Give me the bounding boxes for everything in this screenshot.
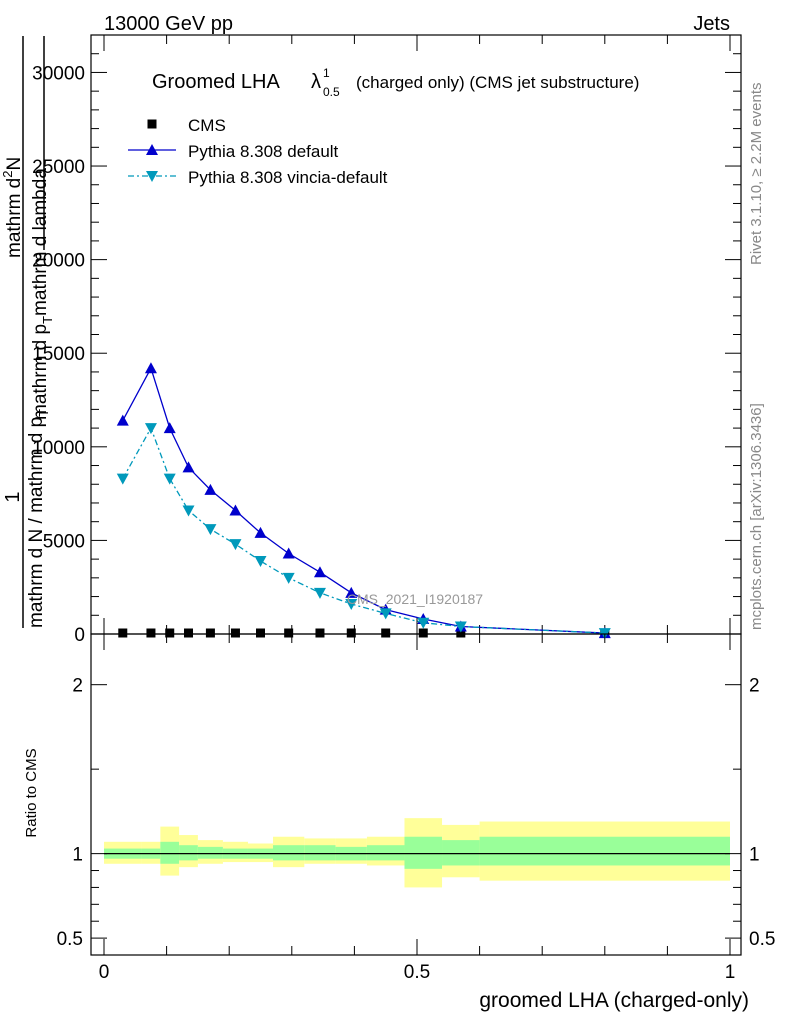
- data-point: [165, 628, 175, 638]
- x-tick-label: 1: [725, 962, 736, 983]
- legend-item: Pythia 8.308 vincia-default: [128, 168, 388, 187]
- legend-marker: [147, 119, 157, 129]
- data-point: [345, 599, 358, 611]
- ratio-y-tick-label: 1: [72, 845, 83, 866]
- ratio-inner-band: [273, 845, 305, 861]
- title-lambda: λ: [311, 71, 321, 93]
- analysis-watermark: CMS_2021_I1920187: [347, 591, 483, 607]
- ratio-inner-band: [404, 836, 443, 869]
- data-point: [313, 587, 326, 599]
- ratio-y-tick-label-right: 0.5: [749, 929, 775, 950]
- data-point: [454, 621, 467, 633]
- ratio-inner-band: [366, 845, 405, 861]
- data-point: [144, 423, 157, 435]
- data-point: [313, 566, 326, 578]
- data-point: [163, 422, 176, 434]
- ratio-inner-band: [197, 846, 223, 859]
- data-point: [204, 524, 217, 536]
- data-point: [144, 362, 157, 374]
- data-point: [229, 504, 242, 516]
- data-point: [146, 628, 156, 638]
- data-point: [163, 473, 176, 485]
- ratio-y-tick-label: 2: [72, 676, 83, 697]
- legend-item: Pythia 8.308 default: [128, 142, 339, 161]
- ratio-inner-band: [160, 841, 180, 864]
- data-point: [417, 617, 430, 629]
- x-axis-label: groomed LHA (charged-only): [479, 989, 749, 1012]
- data-point: [204, 483, 217, 495]
- data-point: [230, 628, 240, 638]
- ratio-inner-band: [304, 845, 336, 861]
- data-point: [116, 414, 129, 426]
- main-y-label: 1 mathrm d N / mathrm d pT mathrm d2N ma…: [0, 36, 55, 628]
- data-point: [229, 539, 242, 551]
- series-line: [122, 366, 605, 634]
- main-y-tick-label: 10000: [32, 438, 85, 459]
- data-point: [182, 461, 195, 473]
- legend-marker: [146, 144, 158, 155]
- data-point: [254, 555, 267, 567]
- ylabel-second-bottom: mathrm d pTmathrm d lambda: [30, 168, 55, 420]
- ratio-frame: [90, 633, 742, 956]
- series-line: [122, 426, 605, 634]
- data-point: [456, 628, 466, 638]
- header-left: 13000 GeV pp: [104, 13, 233, 35]
- rivet-label: Rivet 3.1.10, ≥ 2.2M events: [748, 83, 765, 266]
- data-point: [118, 628, 128, 638]
- main-y-tick-label: 25000: [32, 157, 85, 178]
- series-2: [116, 423, 611, 640]
- ratio-inner-band: [442, 840, 480, 866]
- main-y-tick-label: 0: [74, 625, 85, 646]
- data-point: [254, 526, 267, 538]
- data-point: [284, 628, 294, 638]
- legend-label: CMS: [188, 116, 226, 135]
- data-point: [256, 628, 265, 638]
- data-point: [418, 628, 428, 638]
- ratio-inner-band: [479, 836, 730, 866]
- ratio-inner-band: [179, 845, 198, 861]
- data-point: [182, 505, 195, 517]
- ylabel-second-top: mathrm d2N: [0, 157, 25, 258]
- main-panel: 0 5000 10000 15000 20000 25000 30000: [32, 34, 742, 646]
- ratio-y-tick-label-right: 2: [749, 676, 760, 697]
- main-y-tick-label: 5000: [43, 531, 85, 552]
- legend-label: Pythia 8.308 vincia-default: [188, 168, 388, 187]
- x-tick-label: 0.5: [404, 962, 430, 983]
- data-point: [205, 628, 215, 638]
- title-extra: (charged only) (CMS jet substructure): [356, 73, 639, 92]
- data-point: [381, 628, 391, 638]
- title-sub: 0.5: [323, 85, 340, 99]
- data-point: [345, 586, 358, 598]
- legend-marker: [146, 171, 158, 182]
- ratio-y-tick-label: 0.5: [57, 929, 83, 950]
- ylabel-one: 1: [2, 491, 24, 502]
- data-point: [282, 547, 295, 559]
- data-point: [282, 572, 295, 584]
- x-tick-label: 0: [99, 962, 110, 983]
- ratio-y-label: Ratio to CMS: [23, 748, 40, 837]
- ratio-panel: 0 0.5 1 0.5 0.5 1 1 2 2: [57, 633, 775, 983]
- legend-item: CMS: [147, 116, 226, 135]
- main-y-tick-label: 20000: [32, 251, 85, 272]
- header-right: Jets: [693, 13, 730, 35]
- title-main: Groomed LHA: [152, 71, 280, 93]
- ylabel-frac-mid: mathrm d N / mathrm d pT: [26, 409, 51, 628]
- data-point: [315, 628, 325, 638]
- legend-label: Pythia 8.308 default: [188, 142, 339, 161]
- ratio-y-tick-label-right: 1: [749, 845, 760, 866]
- main-y-tick-label: 15000: [32, 344, 85, 365]
- main-y-tick-label: 30000: [32, 63, 85, 84]
- plot-title: Groomed LHA λ 1 0.5 (charged only) (CMS …: [152, 66, 639, 99]
- data-point: [379, 608, 392, 620]
- legend: CMS Pythia 8.308 default Pythia 8.308 vinc…: [128, 116, 388, 187]
- data-point: [184, 628, 194, 638]
- data-point: [346, 628, 356, 638]
- data-point: [116, 473, 129, 485]
- title-sup: 1: [323, 66, 330, 80]
- mcplots-label: mcplots.cern.ch [arXiv:1306.3436]: [748, 403, 765, 630]
